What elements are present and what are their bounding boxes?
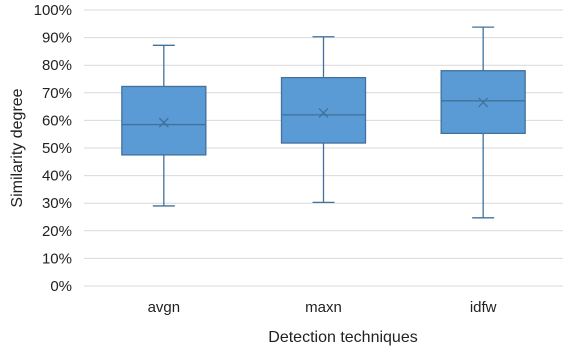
box-iqr	[121, 85, 207, 156]
box-idfw	[440, 26, 526, 219]
box-iqr	[280, 76, 367, 144]
y-axis-title: Similarity degree	[9, 88, 26, 207]
x-tick-label: idfw	[470, 299, 497, 316]
x-axis-tick-labels: avgn maxn idfw	[148, 299, 497, 316]
y-tick-label: 0%	[50, 278, 72, 295]
mean-marker-stroke-b	[158, 117, 169, 128]
mean-marker-stroke-b	[318, 107, 329, 118]
x-axis-title: Detection techniques	[268, 329, 417, 346]
y-tick-label: 40%	[42, 168, 72, 185]
y-tick-label: 100%	[34, 2, 72, 19]
y-tick-label: 50%	[42, 140, 72, 157]
x-tick-label: avgn	[148, 299, 181, 316]
box-maxn	[280, 36, 367, 204]
y-tick-label: 20%	[42, 223, 72, 240]
y-tick-label: 60%	[42, 112, 72, 129]
box-avgn	[121, 44, 207, 207]
y-tick-label: 80%	[42, 57, 72, 74]
y-tick-label: 90%	[42, 30, 72, 47]
y-tick-label: 30%	[42, 195, 72, 212]
x-tick-label: maxn	[305, 299, 342, 316]
mean-marker-stroke-b	[478, 97, 489, 108]
y-axis-tick-labels: 0% 10% 20% 30% 40% 50% 60% 70% 80% 90% 100%	[34, 2, 72, 295]
box-series	[121, 26, 526, 219]
y-tick-label: 70%	[42, 85, 72, 102]
y-tick-label: 10%	[42, 250, 72, 267]
